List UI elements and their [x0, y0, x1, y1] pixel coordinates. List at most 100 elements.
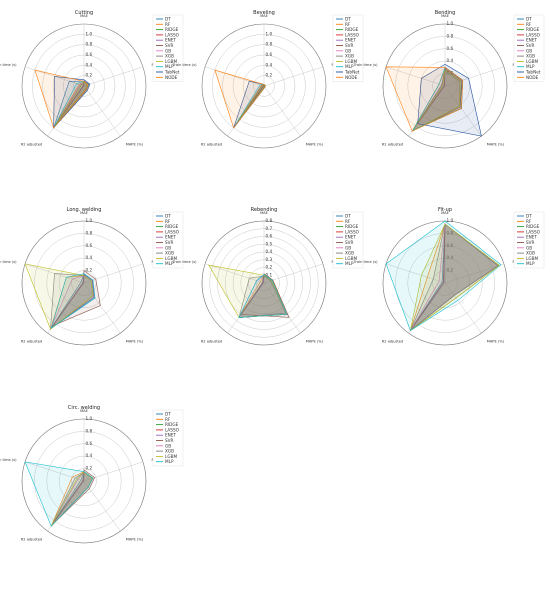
radar-tick-label: 0.6	[447, 46, 454, 51]
radar-axis-label: R2 adjusted	[21, 537, 42, 541]
radar-tick-label: 0.2	[266, 73, 273, 78]
legend-label: RIDGE	[165, 27, 179, 32]
radar-tick-label: 0.6	[86, 52, 93, 57]
legend-label: DT	[165, 17, 171, 22]
legend-label: LASSO	[165, 32, 180, 37]
radar-spoke	[204, 263, 265, 284]
radar-series-node	[385, 66, 463, 132]
radar-axis-label: MAPE (%)	[126, 142, 144, 146]
radar-tick-label: 0.1	[266, 272, 273, 277]
radar-series-xgb	[238, 275, 287, 318]
radar-tick-label: 0.2	[86, 73, 93, 78]
radar-tick-label: 0.4	[266, 62, 273, 67]
legend-label: LGBM	[526, 256, 538, 261]
radar-tick-label: 0.4	[447, 58, 454, 63]
legend-label: NODE	[345, 75, 358, 80]
radar-axis-label: MAE	[260, 211, 269, 215]
radar-tick-label: 0.6	[447, 243, 454, 248]
legend-label: SVR	[345, 43, 354, 48]
radar-tick-label: 0.8	[266, 42, 273, 47]
radar-axis-label: Train time (s)	[0, 260, 17, 264]
legend-label: XGB	[165, 449, 174, 454]
legend-label: ENET	[165, 433, 176, 438]
legend-label: RF	[165, 417, 171, 422]
radar-series-tabnet	[53, 76, 91, 129]
legend-label: SVR	[526, 240, 535, 245]
radar-axis-label: R2 adjusted	[21, 142, 42, 146]
radar-spoke	[385, 263, 446, 284]
legend-label: TabNet	[344, 70, 360, 75]
radar-axis-label: R2 adjusted	[201, 339, 222, 343]
legend-label: MLP	[345, 64, 354, 69]
legend-label: GB	[526, 48, 532, 53]
radar-tick-label: 1.0	[86, 218, 93, 223]
radar-tick-label: 0.8	[266, 218, 273, 223]
radar-tick-label: 0.8	[447, 33, 454, 38]
radar-spoke	[83, 282, 121, 334]
legend-label: XGB	[345, 54, 354, 59]
legend-label: LASSO	[165, 229, 180, 234]
legend-label: RIDGE	[526, 224, 540, 229]
radar-axis-label: Train time (s)	[0, 458, 17, 462]
legend-label: RF	[165, 219, 171, 224]
radar-spoke	[385, 66, 446, 87]
legend-label: TabNet	[164, 70, 180, 75]
radar-series-mlp	[385, 220, 502, 332]
radar-chart-title: Circ. welding	[68, 405, 100, 411]
radar-tick-label: 1.0	[447, 21, 454, 26]
legend-label: SVR	[526, 43, 535, 48]
legend-label: RF	[165, 22, 171, 27]
legend-label: MLP	[345, 261, 354, 266]
legend-label: DT	[345, 17, 351, 22]
radar-tick-label: 0.6	[266, 234, 273, 239]
radar-chart-title: Cutting	[75, 10, 93, 16]
legend-label: RIDGE	[526, 27, 540, 32]
radar-tick-label: 0.4	[86, 255, 93, 260]
radar-spoke	[24, 461, 85, 482]
radar-axis-label: MAPE (%)	[487, 339, 505, 343]
legend-label: XGB	[526, 54, 535, 59]
legend-label: LASSO	[345, 32, 360, 37]
radar-series-xgb	[410, 223, 499, 331]
legend-label: RF	[526, 22, 532, 27]
legend-label: ENET	[165, 38, 176, 43]
radar-axis-label: MAE	[441, 211, 450, 215]
radar-series-lgbm	[409, 223, 500, 332]
radar-axis-label: Train time (s)	[0, 63, 17, 67]
legend-label: ENET	[526, 38, 537, 43]
radar-axis-label: MAPE (%)	[306, 142, 324, 146]
radar-spoke	[83, 263, 144, 284]
radar-tick-label: 0.5	[266, 241, 273, 246]
radar-chart-title: Long. welding	[67, 207, 102, 213]
radar-series-mlp	[50, 273, 96, 329]
radar-tick-label: 0.6	[86, 243, 93, 248]
radar-axis-label: MAE	[260, 14, 269, 18]
legend-label: NODE	[165, 75, 178, 80]
legend-label: TabNet	[525, 70, 541, 75]
radar-axis-label: Train time (s)	[172, 63, 197, 67]
radar-chart-title: Beveling	[253, 10, 275, 16]
radar-spoke	[263, 263, 324, 284]
radar-series-lgbm	[24, 263, 94, 330]
radar-axis-label: R2 adjusted	[201, 142, 222, 146]
radar-tick-label: 0.3	[266, 257, 273, 262]
legend-box	[332, 14, 364, 82]
radar-chart-title: Fit-up	[438, 207, 452, 213]
radar-tick-label: 0.2	[447, 268, 454, 273]
radar-axis-label: MAPE (%)	[306, 339, 324, 343]
legend-label: SVR	[165, 240, 174, 245]
radar-axis-label: MAPE (%)	[487, 142, 505, 146]
legend-label: GB	[165, 245, 171, 250]
legend-label: RF	[345, 219, 351, 224]
legend-label: RIDGE	[165, 224, 179, 229]
radar-tick-label: 0.7	[266, 226, 273, 231]
radar-tick-label: 0.2	[86, 466, 93, 471]
legend-label: LGBM	[165, 454, 177, 459]
legend-label: NODE	[526, 75, 539, 80]
legend-label: GB	[165, 48, 171, 53]
